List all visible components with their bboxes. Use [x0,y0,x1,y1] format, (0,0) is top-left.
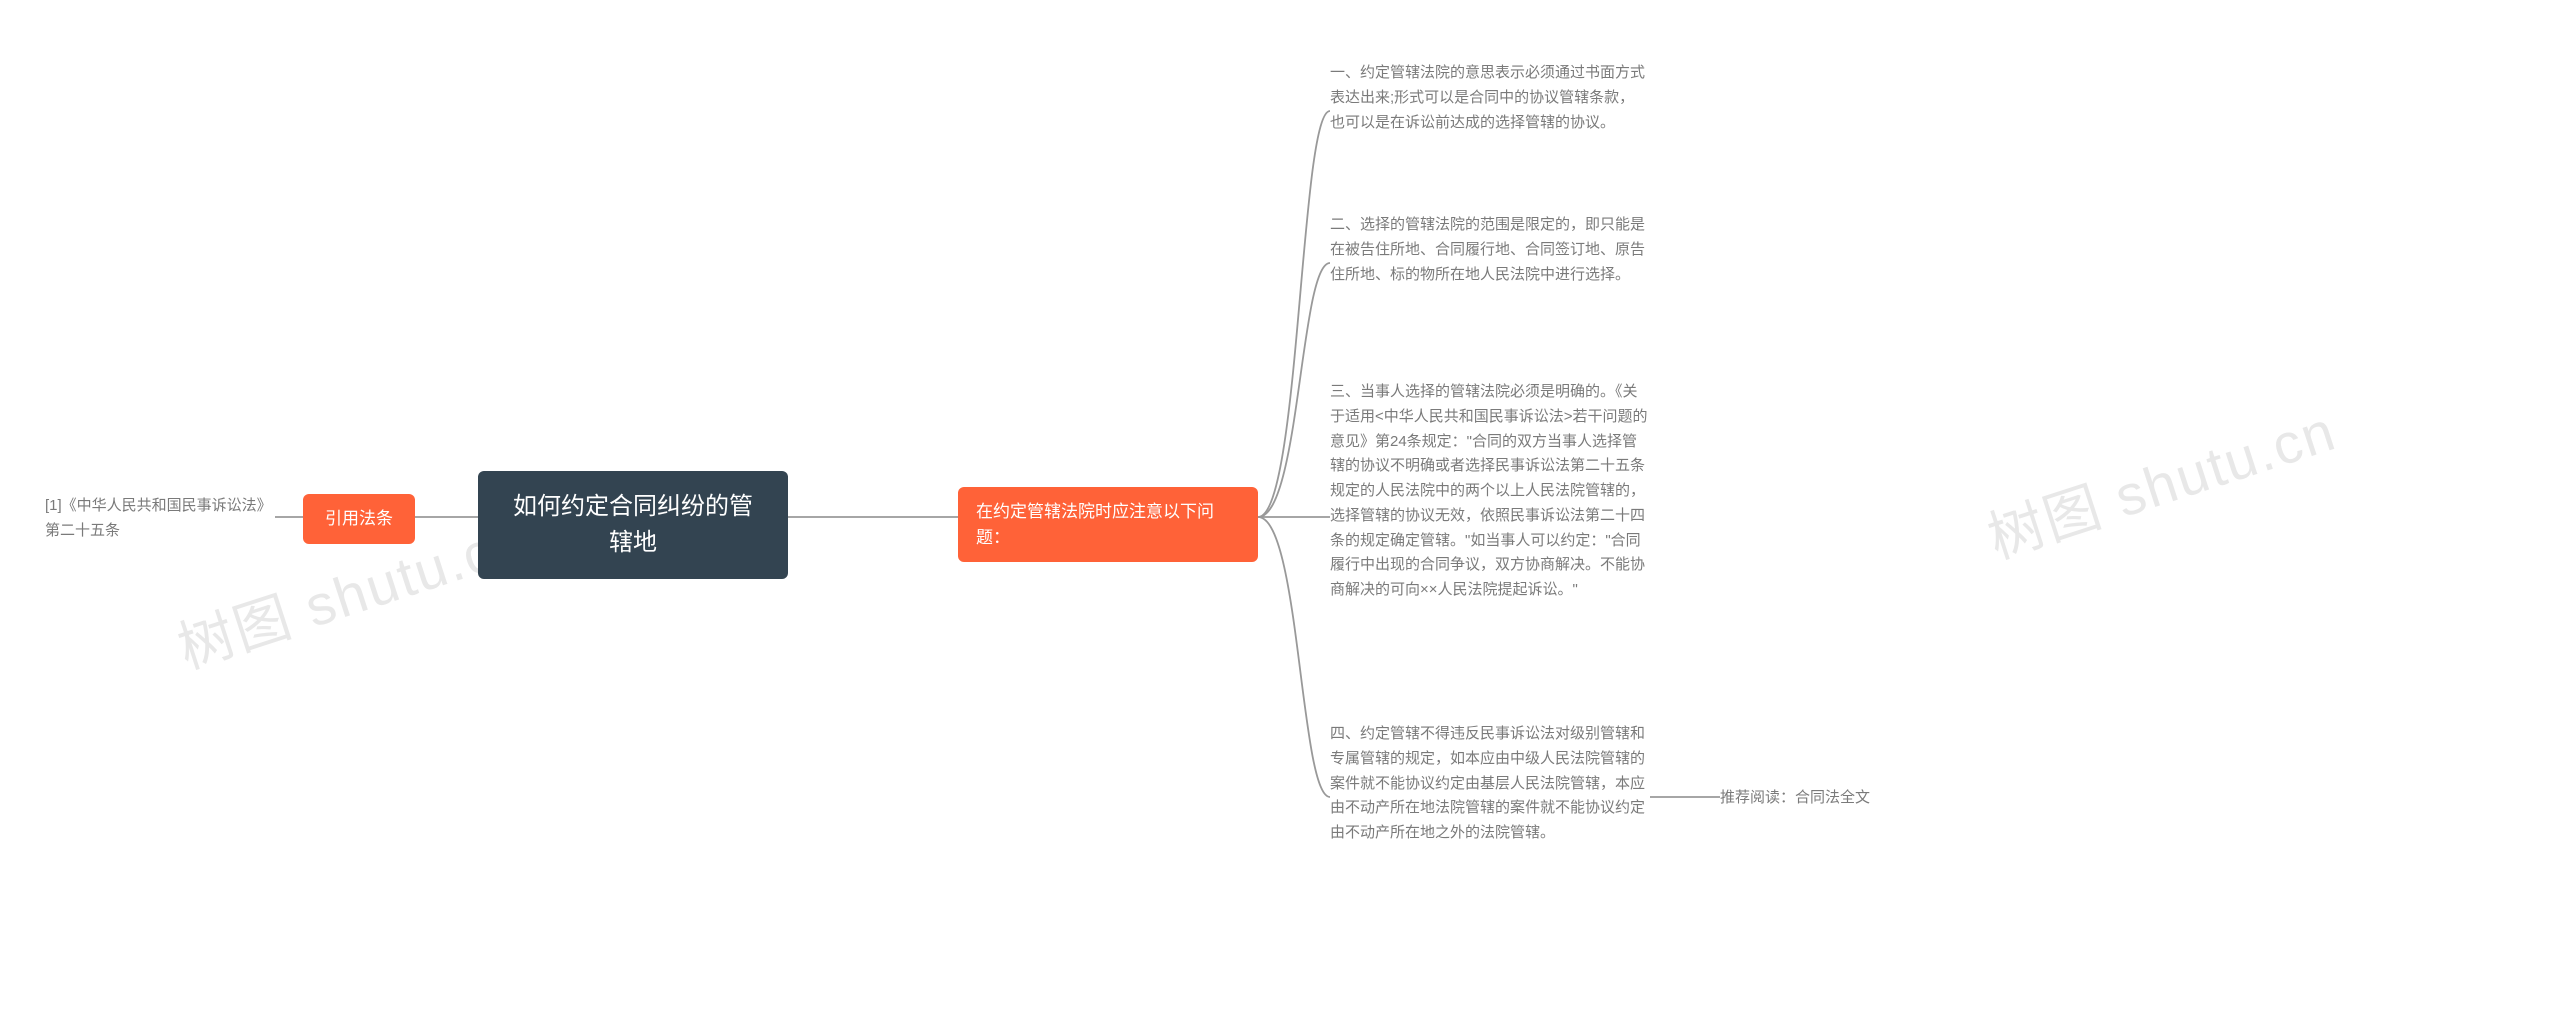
leaf-left-0[interactable]: [1]《中华人民共和国民事诉讼法》第二十五条 [45,494,275,544]
leaf-label: 二、选择的管辖法院的范围是限定的，即只能是在被告住所地、合同履行地、合同签订地、… [1330,213,1645,287]
branch-right-label: 在约定管辖法院时应注意以下问题： [976,499,1240,550]
leaf-right-2[interactable]: 三、当事人选择的管辖法院必须是明确的。《关于适用<中华人民共和国民事诉讼法>若干… [1330,380,1650,603]
root-label: 如何约定合同纠纷的管辖地 [502,489,764,561]
leaf-label: [1]《中华人民共和国民事诉讼法》第二十五条 [45,494,275,544]
root-node[interactable]: 如何约定合同纠纷的管辖地 [478,471,788,579]
leaf-right-0[interactable]: 一、约定管辖法院的意思表示必须通过书面方式表达出来;形式可以是合同中的协议管辖条… [1330,61,1645,135]
branch-left[interactable]: 引用法条 [303,494,415,544]
leaf-label: 四、约定管辖不得违反民事诉讼法对级别管辖和专属管辖的规定，如本应由中级人民法院管… [1330,722,1650,846]
leaf-right-3[interactable]: 四、约定管辖不得违反民事诉讼法对级别管辖和专属管辖的规定，如本应由中级人民法院管… [1330,722,1650,846]
leaf-right-3-0[interactable]: 推荐阅读：合同法全文 [1720,786,1920,811]
leaf-label: 一、约定管辖法院的意思表示必须通过书面方式表达出来;形式可以是合同中的协议管辖条… [1330,61,1645,135]
branch-left-label: 引用法条 [325,506,393,532]
branch-right[interactable]: 在约定管辖法院时应注意以下问题： [958,487,1258,562]
leaf-right-1[interactable]: 二、选择的管辖法院的范围是限定的，即只能是在被告住所地、合同履行地、合同签订地、… [1330,213,1645,287]
leaf-label: 推荐阅读：合同法全文 [1720,786,1870,811]
leaf-label: 三、当事人选择的管辖法院必须是明确的。《关于适用<中华人民共和国民事诉讼法>若干… [1330,380,1650,603]
watermark: 树图 shutu.cn [1976,386,2345,575]
